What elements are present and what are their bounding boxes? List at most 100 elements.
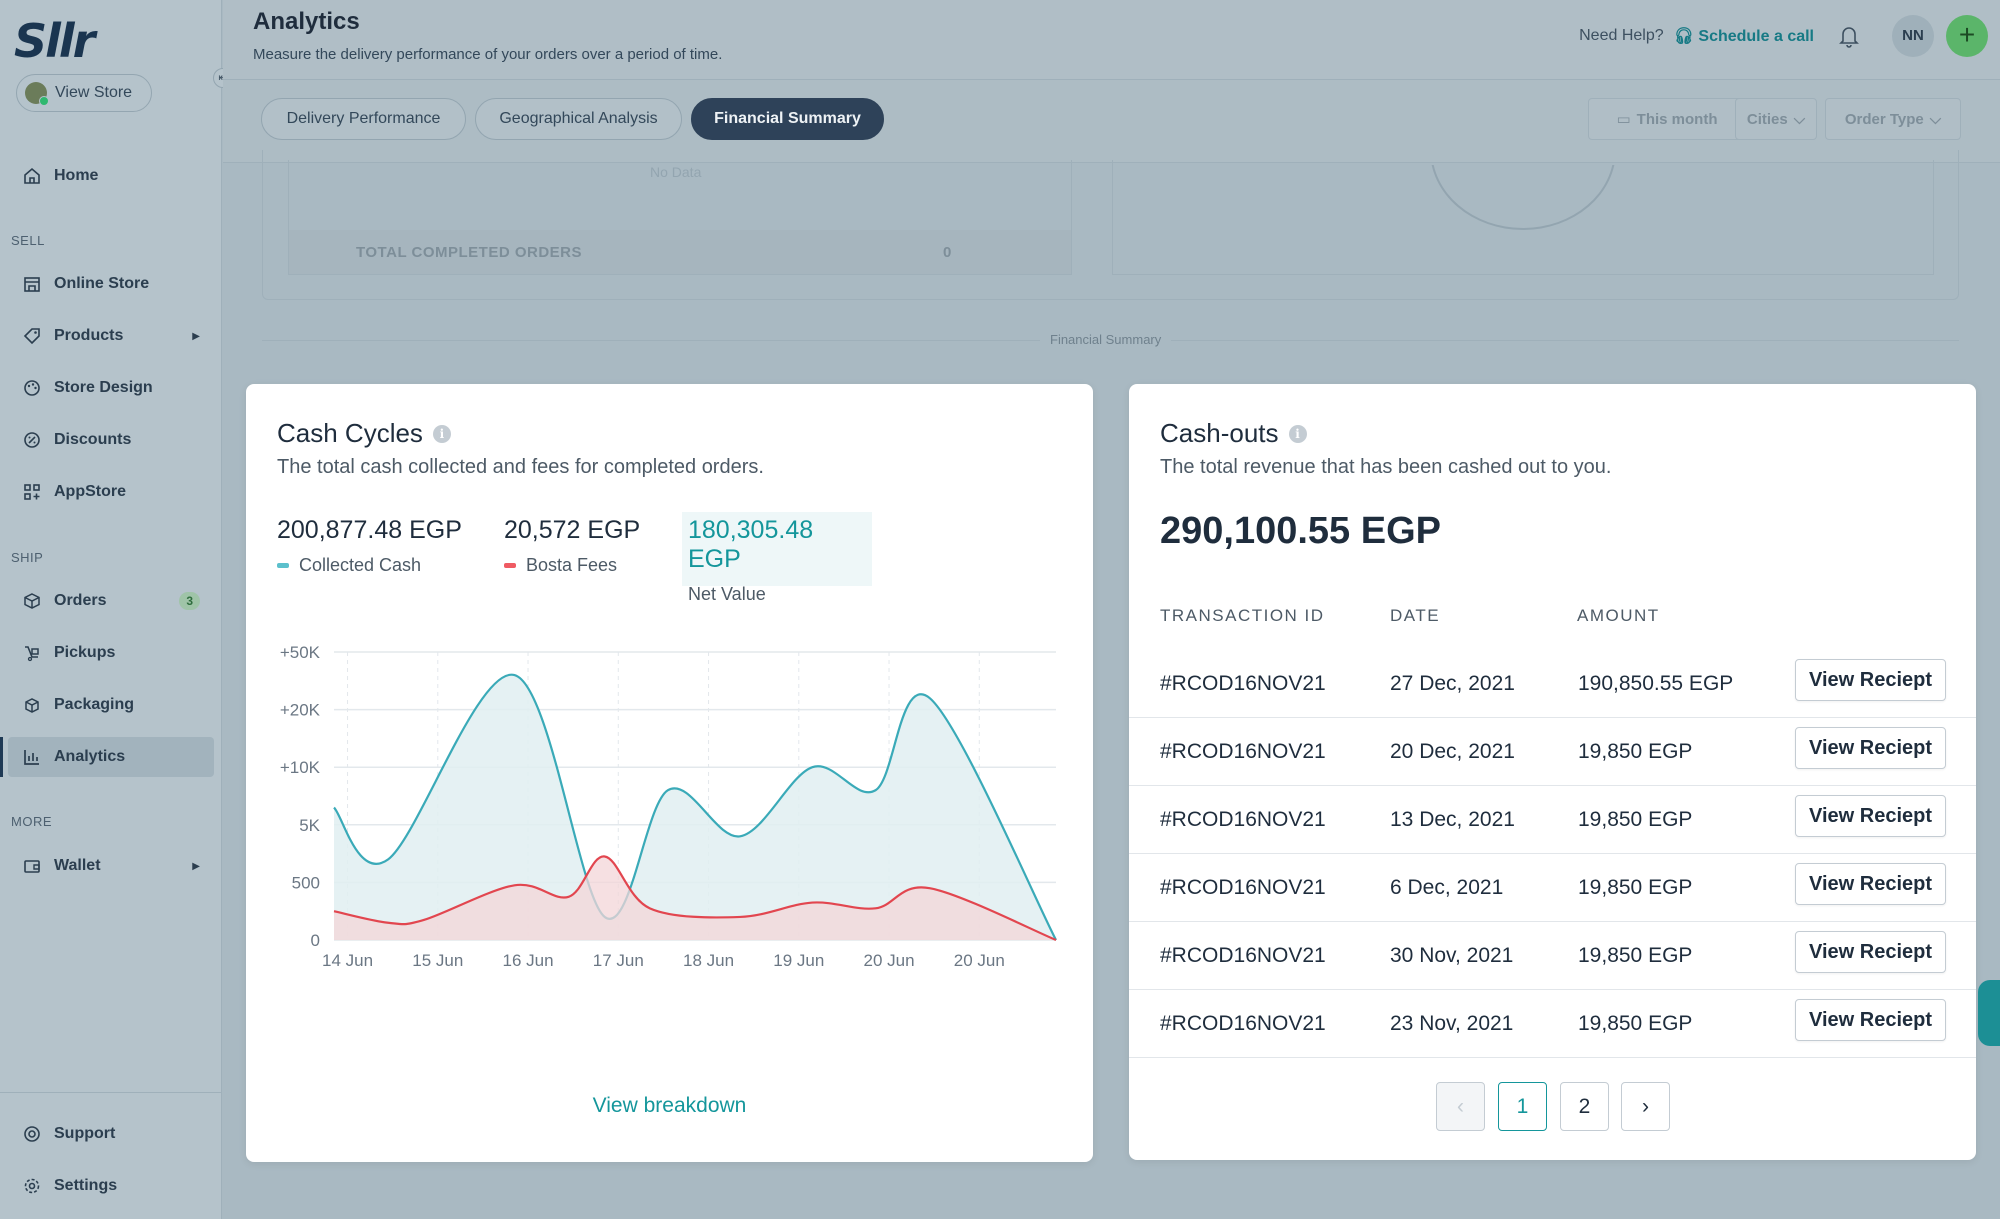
view-receipt-button[interactable]: View Reciept: [1795, 999, 1946, 1041]
bosta-fees-stat: 20,572 EGP Bosta Fees: [504, 516, 640, 576]
series-line-1: [333, 855, 1057, 942]
sidebar-item-store-design[interactable]: Store Design: [8, 368, 214, 408]
series-line-0: [333, 673, 1057, 941]
bar-chart-icon: [22, 747, 42, 767]
page-title: Analytics: [253, 8, 360, 35]
amount-cell: 19,850 EGP: [1578, 944, 1693, 967]
sidebar-item-discounts[interactable]: Discounts: [8, 420, 214, 460]
section-divider-label: Financial Summary: [1040, 332, 1172, 347]
date-cell: 27 Dec, 2021: [1390, 672, 1515, 695]
total-completed-orders-label: TOTAL COMPLETED ORDERS: [356, 244, 583, 261]
table-row: #RCOD16NOV21 6 Dec, 2021 19,850 EGP View Re…: [1129, 854, 1976, 922]
bosta-fees-legend: Bosta Fees: [504, 555, 640, 576]
total-completed-orders-value: 0: [943, 244, 952, 261]
sidebar-item-label: Home: [54, 167, 99, 184]
cash-outs-card: Cash-outs i The total revenue that has b…: [1129, 384, 1976, 1160]
sidebar: Sllr View Store Home SELL Online Store P…: [0, 0, 222, 1219]
x-tick-label: 14 Jun: [322, 951, 373, 970]
table-row: #RCOD16NOV21 30 Nov, 2021 19,850 EGP View R…: [1129, 922, 1976, 990]
sidebar-item-orders[interactable]: Orders 3: [8, 581, 214, 621]
sllr-logo[interactable]: Sllr: [14, 14, 95, 68]
gear-icon: [22, 1176, 42, 1196]
date-cell: 6 Dec, 2021: [1390, 876, 1504, 899]
legend-swatch: [504, 563, 516, 568]
transaction-id-cell: #RCOD16NOV21: [1160, 1012, 1326, 1035]
view-receipt-button[interactable]: View Reciept: [1795, 931, 1946, 973]
transaction-id-cell: #RCOD16NOV21: [1160, 808, 1326, 831]
home-icon: [22, 166, 42, 186]
completed-orders-panel: [288, 160, 1072, 275]
date-cell: 20 Dec, 2021: [1390, 740, 1515, 763]
prev-page-button[interactable]: ‹: [1436, 1082, 1485, 1131]
add-button[interactable]: +: [1946, 15, 1988, 57]
date-cell: 23 Nov, 2021: [1390, 1012, 1514, 1035]
sidebar-item-label: Discounts: [54, 431, 132, 448]
view-receipt-button[interactable]: View Reciept: [1795, 795, 1946, 837]
info-icon[interactable]: i: [1288, 424, 1307, 443]
bosta-fees-label: Bosta Fees: [526, 555, 618, 575]
y-tick-label: 5K: [299, 816, 320, 835]
cities-filter[interactable]: Cities ⌵: [1735, 98, 1817, 140]
x-tick-label: 20 Jun: [864, 951, 915, 970]
palette-icon: [22, 378, 42, 398]
floating-help-tab[interactable]: [1978, 980, 2000, 1046]
page-button-1[interactable]: 1: [1498, 1082, 1547, 1131]
sidebar-item-online-store[interactable]: Online Store: [8, 264, 214, 304]
chart-panel: [1112, 160, 1934, 275]
previous-section-card: [262, 150, 1959, 300]
sidebar-item-pickups[interactable]: Pickups: [8, 633, 214, 673]
y-tick-label: +10K: [280, 758, 321, 777]
order-type-filter[interactable]: Order Type ⌵: [1825, 98, 1961, 140]
view-receipt-button[interactable]: View Reciept: [1795, 863, 1946, 905]
bell-icon[interactable]: [1838, 24, 1862, 50]
page-subtitle: Measure the delivery performance of your…: [253, 46, 723, 63]
collected-cash-label: Collected Cash: [299, 555, 422, 575]
section-label-more: MORE: [11, 814, 52, 829]
sidebar-item-support[interactable]: Support: [8, 1114, 214, 1154]
view-receipt-button[interactable]: View Reciept: [1795, 727, 1946, 769]
cash-cycles-card: Cash Cycles i The total cash collected a…: [246, 384, 1093, 1162]
sidebar-item-settings[interactable]: Settings: [8, 1166, 214, 1206]
transaction-id-cell: #RCOD16NOV21: [1160, 876, 1326, 899]
sidebar-item-label: Products: [54, 327, 124, 344]
x-tick-label: 16 Jun: [503, 951, 554, 970]
orders-count-badge: 3: [179, 592, 200, 610]
cash-outs-title: Cash-outs i: [1160, 418, 1307, 449]
view-receipt-button[interactable]: View Reciept: [1795, 659, 1946, 701]
x-tick-label: 18 Jun: [683, 951, 734, 970]
help-area: Need Help? 🎧︎ Schedule a call: [1579, 26, 1814, 46]
tab-geographical-analysis[interactable]: Geographical Analysis: [475, 98, 682, 140]
next-page-button[interactable]: ›: [1621, 1082, 1670, 1131]
sidebar-item-products[interactable]: Products ▶: [8, 316, 214, 356]
cash-cycles-subtitle: The total cash collected and fees for co…: [277, 456, 764, 478]
discount-icon: [22, 430, 42, 450]
order-type-filter-label: Order Type: [1844, 110, 1924, 128]
sidebar-item-home[interactable]: Home: [8, 156, 214, 196]
sidebar-item-appstore[interactable]: AppStore: [8, 472, 214, 512]
lifebuoy-icon: [22, 1124, 42, 1144]
bosta-fees-value: 20,572 EGP: [504, 516, 641, 544]
amount-cell: 19,850 EGP: [1578, 876, 1693, 899]
view-breakdown-link[interactable]: View breakdown: [592, 1094, 747, 1117]
schedule-call-link[interactable]: 🎧︎ Schedule a call: [1674, 26, 1814, 46]
tab-financial-summary[interactable]: Financial Summary: [691, 98, 884, 140]
section-label-sell: SELL: [11, 233, 45, 248]
calendar-icon: ▭: [1616, 111, 1631, 128]
collected-cash-value: 200,877.48 EGP: [277, 516, 462, 544]
sidebar-item-wallet[interactable]: Wallet ▶: [8, 846, 214, 886]
table-row: #RCOD16NOV21 20 Dec, 2021 19,850 EGP View R…: [1129, 718, 1976, 786]
filter-bar: Delivery Performance Geographical Analys…: [223, 80, 2000, 163]
view-store-button[interactable]: View Store: [16, 74, 152, 112]
user-avatar[interactable]: NN: [1892, 15, 1934, 57]
page-button-2[interactable]: 2: [1560, 1082, 1609, 1131]
transaction-id-cell: #RCOD16NOV21: [1160, 944, 1326, 967]
sidebar-item-label: Online Store: [54, 275, 150, 292]
sidebar-item-analytics[interactable]: Analytics: [0, 737, 214, 777]
sidebar-item-label: Store Design: [54, 379, 153, 396]
table-row: #RCOD16NOV21 23 Nov, 2021 19,850 EGP View R…: [1129, 990, 1976, 1058]
date-filter[interactable]: ▭ This month: [1588, 98, 1746, 140]
info-icon[interactable]: i: [432, 424, 451, 443]
date-filter-label: This month: [1636, 110, 1718, 128]
tab-delivery-performance[interactable]: Delivery Performance: [261, 98, 466, 140]
sidebar-item-packaging[interactable]: Packaging: [8, 685, 214, 725]
